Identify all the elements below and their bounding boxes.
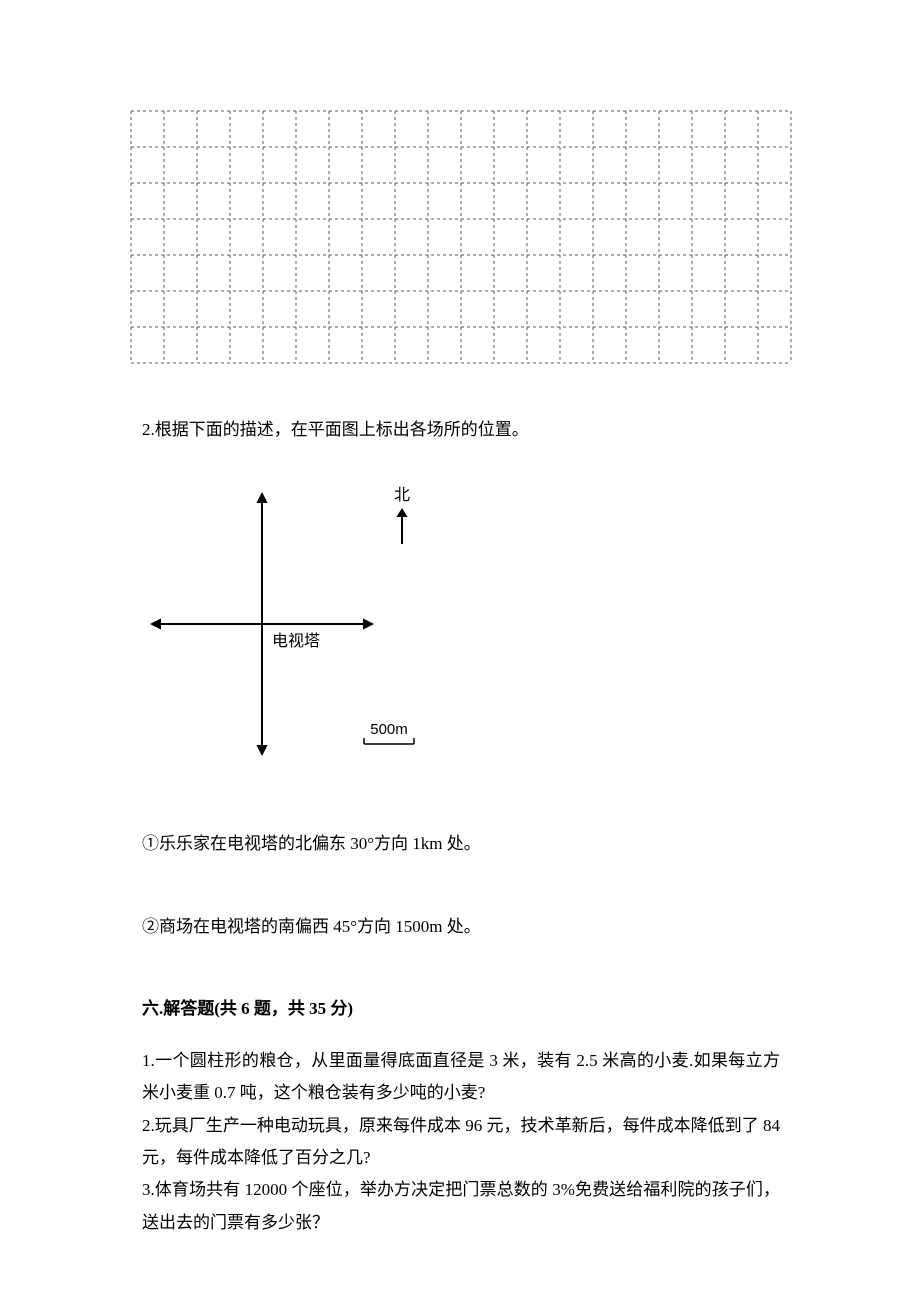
svg-text:500m: 500m xyxy=(370,721,408,738)
problem-3: 3.体育场共有 12000 个座位，举办方决定把门票总数的 3%免费送给福利院的… xyxy=(142,1174,780,1239)
svg-text:电视塔: 电视塔 xyxy=(272,632,320,650)
direction-diagram: 电视塔 北 500m xyxy=(142,482,780,778)
section-6-heading: 六.解答题(共 6 题，共 35 分) xyxy=(142,993,780,1025)
svg-text:北: 北 xyxy=(394,486,410,504)
problem-2: 2.玩具厂生产一种电动玩具，原来每件成本 96 元，技术革新后，每件成本降低到了… xyxy=(142,1110,780,1175)
subquestion-1: ①乐乐家在电视塔的北偏东 30°方向 1km 处。 xyxy=(142,828,780,860)
diagram-svg: 电视塔 北 500m xyxy=(142,482,442,778)
subquestion-2: ②商场在电视塔的南偏西 45°方向 1500m 处。 xyxy=(142,911,780,943)
problem-1: 1.一个圆柱形的粮仓，从里面量得底面直径是 3 米，装有 2.5 米高的小麦.如… xyxy=(142,1045,780,1110)
page: 2.根据下面的描述，在平面图上标出各场所的位置。 电视塔 北 500m ①乐乐家在电… xyxy=(0,0,920,1302)
question-2-text: 2.根据下面的描述，在平面图上标出各场所的位置。 xyxy=(142,414,780,446)
grid-svg xyxy=(130,110,792,364)
dashed-grid xyxy=(130,110,780,364)
